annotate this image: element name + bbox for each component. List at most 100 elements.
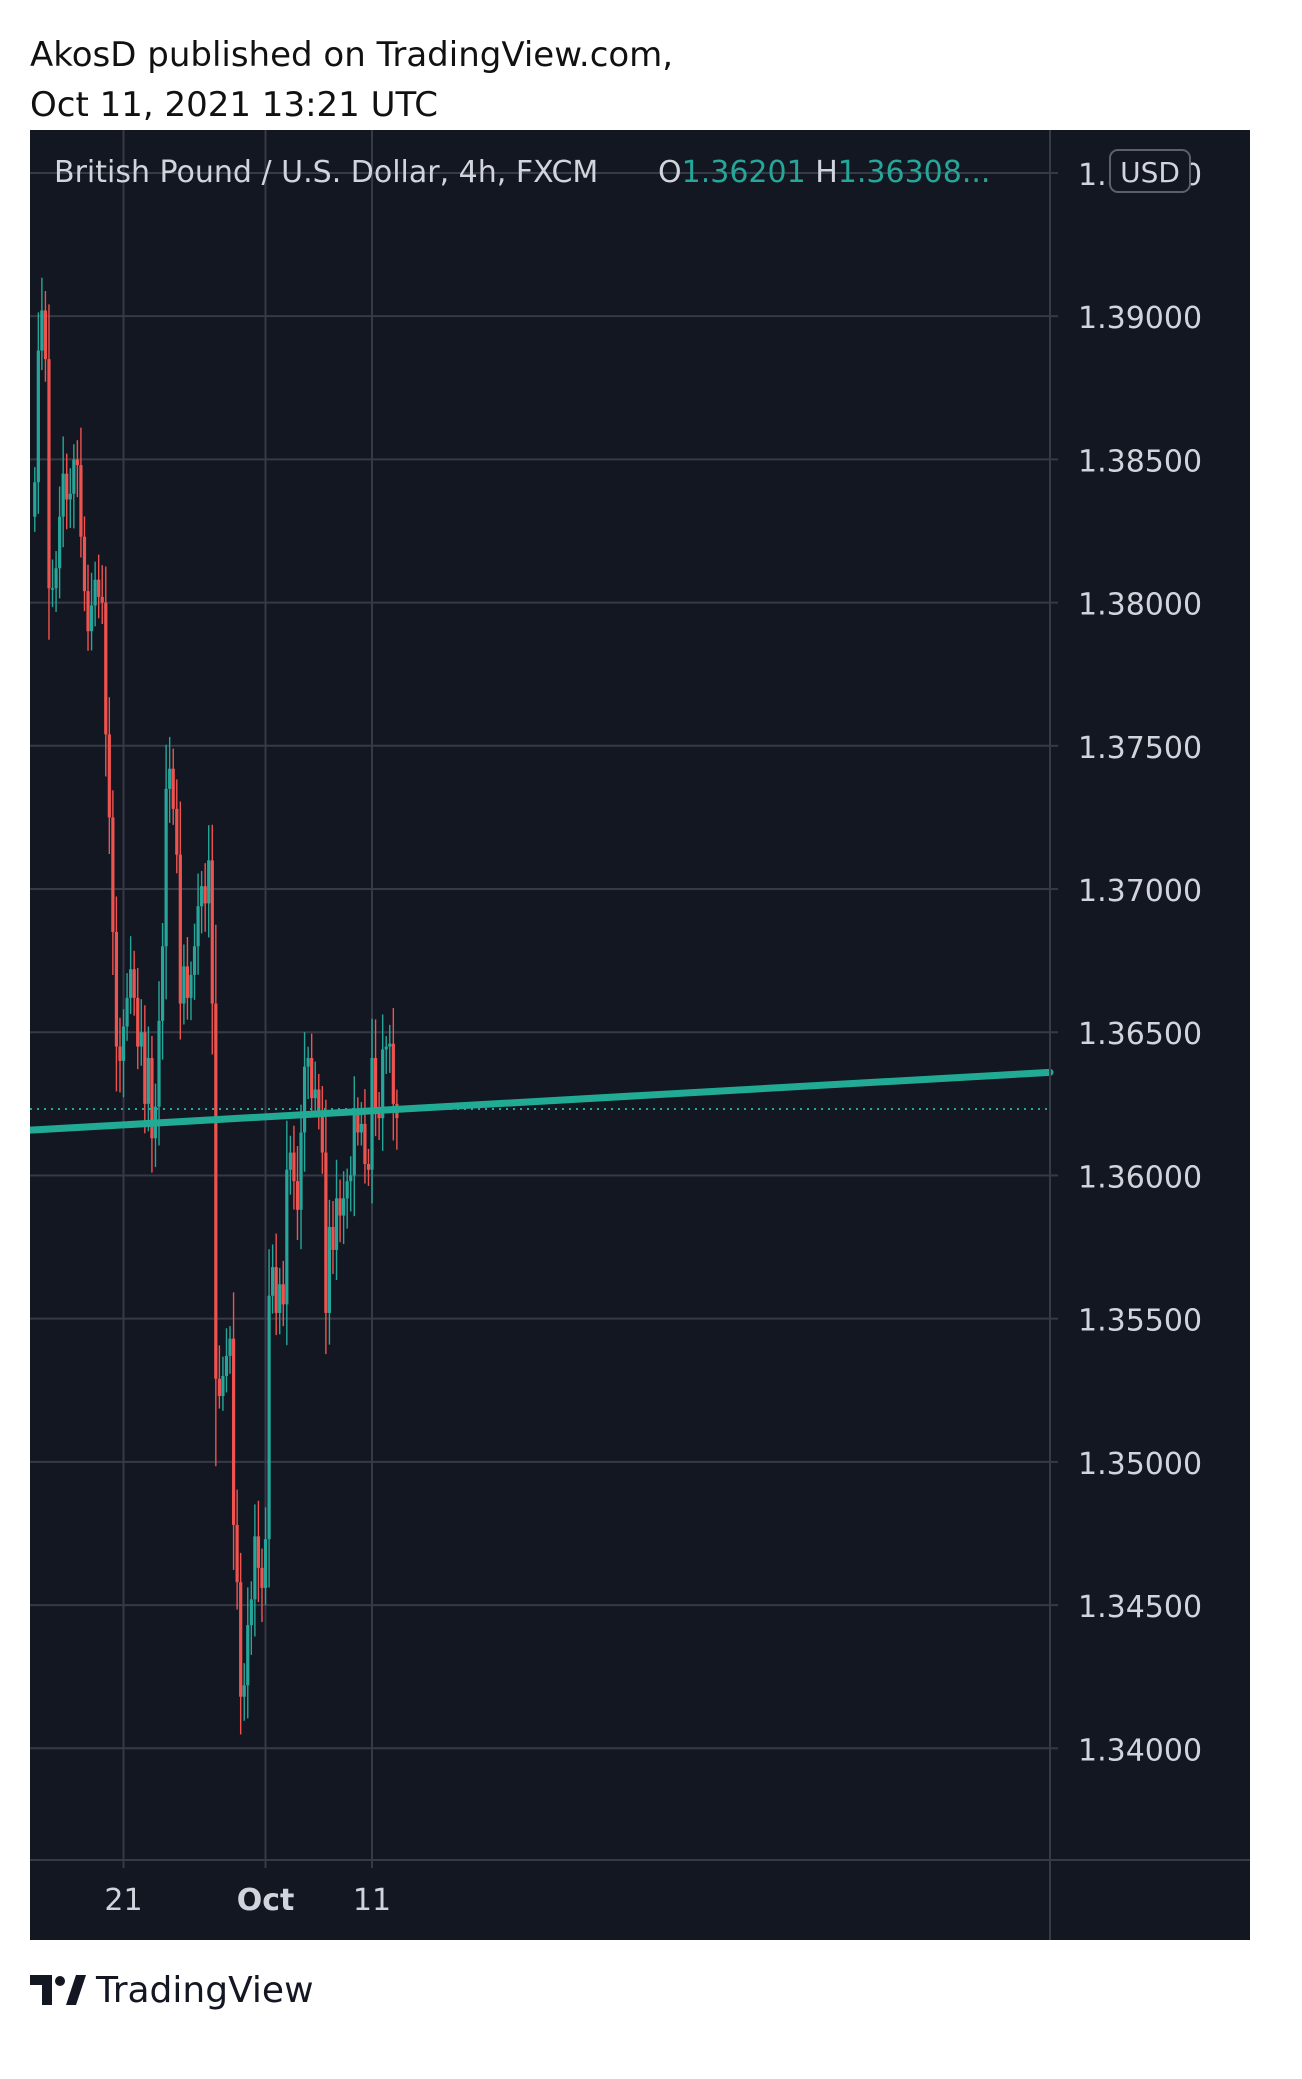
candle-body [384, 1046, 388, 1050]
candles [33, 277, 399, 1735]
candle-body [40, 310, 44, 351]
candle-body [125, 997, 129, 1027]
candle-body [313, 1089, 317, 1099]
overlays [30, 1068, 1054, 1134]
high-label: H [806, 155, 838, 190]
y-tick-label: 1.36000 [1078, 1160, 1202, 1195]
trendline [30, 1068, 1054, 1134]
candle-body [214, 1003, 218, 1379]
candle-body [65, 473, 69, 500]
candle-body [242, 1685, 246, 1697]
candle-body [302, 1066, 307, 1133]
axes: 1.395001.390001.385001.380001.375001.370… [30, 130, 1250, 1940]
y-tick-label: 1.38500 [1078, 444, 1202, 479]
candle-body [310, 1058, 314, 1099]
candle-body [50, 588, 55, 590]
candle-body [210, 860, 214, 1004]
candle-body [160, 946, 165, 1021]
candle-body [327, 1227, 332, 1313]
candle-body [217, 1378, 221, 1396]
candle-body [192, 946, 197, 975]
candle-body [139, 1032, 143, 1047]
publish-date-line: Oct 11, 2021 13:21 UTC [30, 85, 438, 125]
candle-body [58, 516, 62, 569]
y-tick-label: 1.39000 [1078, 301, 1202, 336]
candle-body [136, 997, 140, 1047]
candle-body [288, 1152, 292, 1170]
candle-body [274, 1267, 278, 1313]
candle-body [359, 1123, 363, 1133]
candle-body [146, 1058, 150, 1104]
candle-body [256, 1536, 261, 1568]
candle-body [164, 788, 168, 947]
candle-body [189, 974, 193, 998]
candle-body [185, 966, 190, 998]
y-tick-label: 1.36500 [1078, 1017, 1202, 1052]
candle-body [338, 1198, 342, 1216]
tradingview-logo-icon[interactable] [30, 1975, 86, 2005]
candle-body [263, 1539, 268, 1588]
candle-body [295, 1181, 300, 1210]
candle-body [82, 536, 87, 592]
candle-body [43, 310, 48, 360]
candle-body [285, 1169, 289, 1305]
candle-body [317, 1089, 321, 1113]
y-tick-label: 1.34000 [1078, 1733, 1202, 1768]
currency-badge[interactable] [1109, 149, 1191, 193]
x-tick-label: Oct [237, 1883, 295, 1918]
candle-body [221, 1375, 225, 1396]
candle-body [239, 1582, 243, 1697]
x-tick-label: 11 [353, 1883, 391, 1918]
candle-body [68, 493, 72, 500]
candle-body [75, 459, 79, 466]
candle-body [334, 1198, 339, 1250]
candle-body [253, 1536, 257, 1600]
candle-body [129, 969, 133, 998]
open-value: 1.36201 [682, 155, 806, 190]
candle-body [118, 1046, 122, 1061]
candle-body [249, 1599, 253, 1626]
high-value: 1.36308... [838, 155, 991, 190]
candle-body [271, 1267, 275, 1296]
legend: British Pound / U.S. Dollar, 4h, FXCM O1.… [54, 149, 1191, 193]
chart-panel[interactable]: 1.395001.390001.385001.380001.375001.370… [30, 130, 1250, 1940]
candle-body [366, 1163, 371, 1170]
candle-body [224, 1355, 229, 1376]
y-tick-label: 1.37000 [1078, 874, 1202, 909]
candle-body [104, 602, 108, 735]
candle-body [349, 1175, 353, 1182]
candle-body [171, 768, 175, 809]
candle-body [132, 969, 136, 998]
candle-body [168, 768, 172, 789]
candle-body [231, 1338, 236, 1525]
candle-body [278, 1284, 282, 1313]
candle-body [260, 1567, 264, 1588]
candle-body [100, 596, 104, 603]
ohlc-readout: O1.36201 H1.36308... [658, 155, 990, 190]
candle-body [292, 1152, 296, 1182]
candle-body [342, 1198, 346, 1216]
candle-body [356, 1112, 360, 1133]
footer-brand[interactable]: TradingView [96, 1969, 314, 2011]
candle-body [175, 808, 179, 855]
candle-body [246, 1625, 250, 1686]
candle-body [107, 734, 111, 818]
candle-body [114, 931, 119, 1047]
candle-body [267, 1295, 271, 1540]
candle-body [157, 1020, 161, 1107]
candle-body [182, 966, 186, 1004]
candle-body [235, 1524, 239, 1583]
candle-body [203, 886, 207, 904]
x-tick-label: 21 [104, 1883, 142, 1918]
candle-body [207, 860, 211, 904]
y-tick-label: 1.35000 [1078, 1447, 1202, 1482]
y-tick-label: 1.37500 [1078, 731, 1202, 766]
candle-body [320, 1112, 324, 1153]
footer: TradingView [30, 1968, 314, 2012]
price-chart[interactable]: 1.395001.390001.385001.380001.375001.370… [30, 130, 1250, 1940]
candle-body [33, 482, 37, 517]
candle-body [36, 350, 40, 483]
candle-body [299, 1132, 303, 1210]
candle-body [200, 886, 204, 907]
publish-author-line: AkosD published on TradingView.com, [30, 35, 674, 75]
